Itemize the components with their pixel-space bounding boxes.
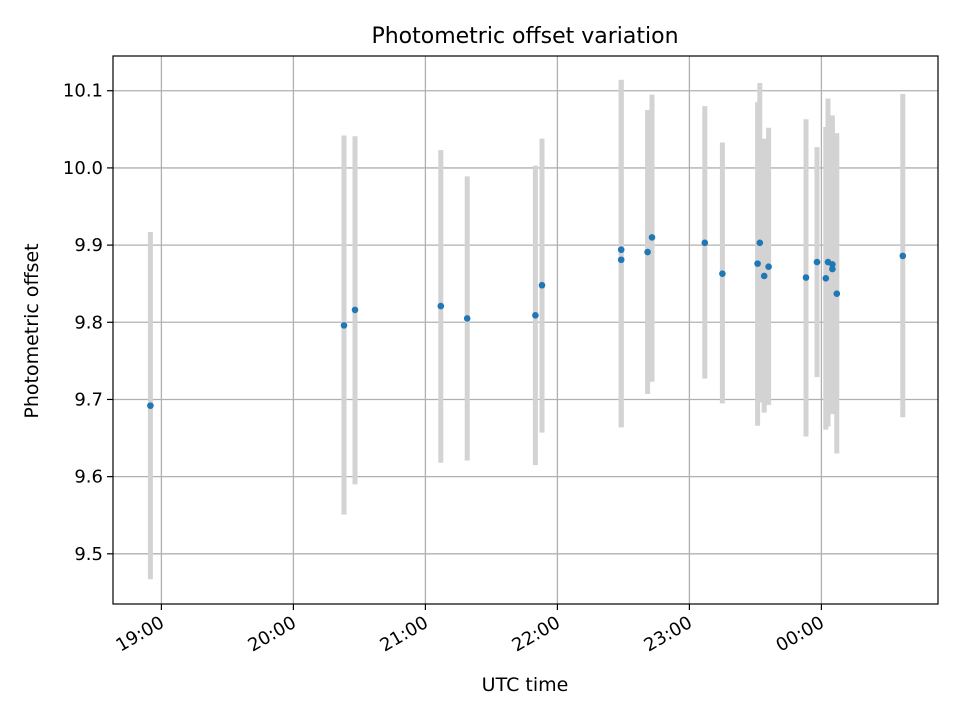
- y-tick-label: 9.6: [74, 467, 103, 488]
- data-point: [340, 322, 348, 329]
- data-point: [813, 258, 821, 266]
- data-point: [701, 239, 709, 247]
- y-tick-label: 9.7: [74, 389, 103, 410]
- data-points: [147, 234, 907, 409]
- data-point: [617, 246, 625, 254]
- y-axis-ticks: 9.5 9.6 9.7 9.8 9.9 10.0 10.1: [63, 81, 113, 565]
- y-tick-label: 9.8: [74, 312, 103, 333]
- plot-frame: [112, 55, 939, 605]
- y-tick-label: 9.9: [74, 235, 103, 256]
- grid-lines: [113, 56, 938, 604]
- x-axis-label: UTC time: [482, 674, 569, 696]
- data-point: [437, 302, 445, 310]
- y-tick-label: 9.5: [74, 544, 103, 565]
- data-point: [754, 260, 761, 267]
- data-point: [648, 234, 656, 241]
- chart-title: Photometric offset variation: [371, 24, 678, 49]
- data-point: [644, 248, 651, 256]
- data-point: [719, 270, 726, 277]
- data-point: [760, 272, 768, 280]
- data-point: [538, 281, 546, 289]
- data-point: [833, 290, 841, 298]
- data-point: [765, 263, 772, 271]
- y-axis-label: Photometric offset: [21, 243, 43, 418]
- data-point: [351, 306, 359, 314]
- y-tick-label: 10.0: [63, 158, 103, 179]
- y-tick-label: 10.1: [63, 81, 103, 102]
- data-point: [899, 252, 907, 260]
- data-point: [822, 274, 830, 282]
- data-point: [617, 256, 625, 264]
- data-point: [829, 261, 836, 268]
- data-point: [147, 402, 154, 409]
- data-point: [756, 239, 764, 247]
- data-point: [532, 312, 539, 319]
- data-point: [802, 274, 810, 281]
- data-point: [463, 315, 471, 322]
- data-point: [829, 265, 836, 273]
